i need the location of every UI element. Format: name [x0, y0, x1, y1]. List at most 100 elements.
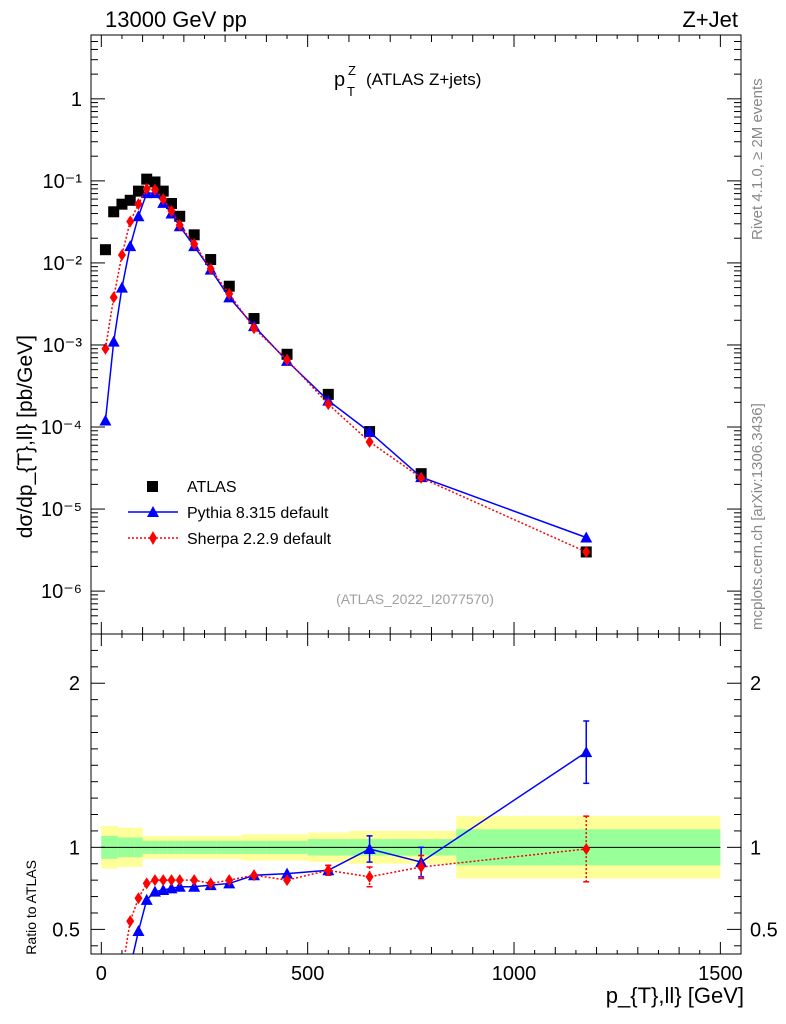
y-axis-label-top: dσ/dp_{T},ll} [pb/GeV] — [14, 335, 37, 538]
atlas-data-point — [248, 313, 260, 325]
legend: ATLAS Pythia 8.315 default Sherpa 2.2.9 … — [128, 479, 332, 548]
sherpa-point — [190, 238, 199, 251]
atlas-data-point — [108, 206, 120, 218]
analysis-id: (ATLAS_2022_I2077570) — [336, 591, 494, 607]
atlas-data-point — [165, 198, 177, 210]
pythia-ratio-point — [281, 867, 294, 879]
plot-frames: 0 500 1000 1500 1 10⁻¹ 10⁻² 10⁻³ 10⁻⁴ 10⁻⁵ 10⁻⁶ 0.5… — [41, 34, 778, 985]
sherpa-ratio-point — [142, 877, 151, 890]
sherpa-point — [150, 183, 159, 196]
ratio-uncertainty-band — [101, 816, 721, 879]
atlas-data-point — [174, 210, 186, 222]
sherpa-ratio-point — [159, 874, 168, 887]
legend-label-sherpa: Sherpa 2.2.9 default — [187, 531, 332, 548]
pythia-ratio-point — [140, 893, 153, 905]
y-tick-label-top: 10⁻¹ — [43, 171, 83, 193]
y-tick-label-bottom-right: 1 — [750, 837, 761, 859]
title-main: p — [334, 69, 345, 91]
sherpa-point — [365, 435, 374, 448]
atlas-data-point — [141, 173, 153, 185]
legend-marker-sherpa — [149, 531, 157, 545]
sherpa-ratio-point — [365, 870, 374, 883]
legend-label-pythia: Pythia 8.315 default — [187, 505, 329, 522]
sherpa-ratio-point — [324, 864, 333, 877]
sherpa-ratio-point — [283, 874, 292, 887]
pythia-point — [132, 210, 145, 222]
pythia-point — [107, 335, 120, 347]
sherpa-ratio-point — [225, 874, 234, 887]
legend-marker-atlas — [147, 481, 158, 492]
energy-label: 13000 GeV pp — [105, 7, 247, 32]
y-tick-label-bottom-left: 2 — [69, 673, 80, 695]
atlas-data-point — [124, 194, 136, 206]
data-series-layer — [99, 173, 593, 954]
y-tick-label-top: 10⁻⁴ — [41, 417, 82, 439]
sherpa-ratio-point — [150, 874, 159, 887]
sherpa-point — [206, 262, 215, 275]
sherpa-ratio-point — [167, 874, 176, 887]
y-tick-label-top: 10⁻⁶ — [41, 581, 82, 603]
sherpa-ratio-point — [206, 877, 215, 890]
atlas-data-point — [116, 198, 128, 210]
pythia-point — [580, 531, 593, 543]
plot-title: p Z T (ATLAS Z+jets) — [334, 63, 481, 99]
title-sup: Z — [348, 63, 356, 78]
y-axis-label-bottom: Ratio to ATLAS — [23, 860, 39, 955]
y-tick-label-bottom-left: 0.5 — [52, 919, 80, 941]
sherpa-point — [283, 353, 292, 366]
x-tick-label: 500 — [291, 963, 324, 985]
sherpa-point — [417, 471, 426, 484]
sherpa-point — [101, 342, 110, 355]
x-tick-label: 1500 — [698, 963, 743, 985]
pythia-point — [99, 414, 112, 426]
sherpa-ratio-point — [582, 842, 591, 855]
legend-marker-pythia — [147, 506, 159, 517]
atlas-data-point — [223, 280, 235, 292]
y-tick-label-top: 10⁻² — [43, 253, 83, 275]
sherpa-point — [250, 322, 259, 335]
sherpa-point — [126, 215, 135, 228]
sherpa-ratio-point — [175, 874, 184, 887]
title-sub: T — [347, 84, 355, 99]
atlas-data-point — [205, 254, 217, 266]
sherpa-ratio-point — [250, 869, 259, 882]
sherpa-point — [167, 204, 176, 217]
sherpa-point — [117, 248, 126, 261]
sherpa-ratio-point — [134, 892, 143, 905]
sherpa-point — [109, 291, 118, 304]
title-rest: (ATLAS Z+jets) — [366, 70, 481, 89]
pythia-ratio-point — [580, 746, 593, 758]
sherpa-point — [582, 545, 591, 558]
pythia-ratio-point — [132, 925, 145, 937]
atlas-data-point — [157, 185, 169, 197]
pythia-ratio-point — [173, 880, 186, 892]
x-tick-label: 1000 — [492, 963, 537, 985]
pythia-ratio-point — [363, 842, 376, 854]
sherpa-point — [175, 218, 184, 231]
y-tick-label-top: 1 — [71, 89, 82, 111]
y-tick-label-bottom-right: 2 — [750, 673, 761, 695]
x-axis-label: p_{T},ll} [GeV] — [606, 983, 744, 1008]
x-tick-label: 0 — [96, 963, 107, 985]
atlas-data-point — [132, 185, 144, 197]
atlas-data-point — [322, 388, 334, 400]
mcplots-credit: mcplots.cern.ch [arXiv:1306.3436] — [749, 403, 766, 630]
legend-label-atlas: ATLAS — [187, 479, 237, 496]
y-tick-label-bottom-left: 1 — [69, 837, 80, 859]
rivet-version: Rivet 4.1.0, ≥ 2M events — [749, 78, 766, 240]
sherpa-point — [225, 287, 234, 300]
sherpa-point — [159, 193, 168, 206]
bottom-panel-frame — [90, 633, 742, 955]
pythia-line — [104, 192, 587, 539]
pythia-ratio-point — [188, 880, 201, 892]
y-tick-label-top: 10⁻⁵ — [41, 499, 82, 521]
pythia-point — [124, 240, 137, 252]
sherpa-point — [134, 198, 143, 211]
pythia-point — [115, 281, 128, 293]
ratio-series-layer — [124, 720, 593, 954]
sherpa-ratio-point — [417, 861, 426, 874]
sherpa-ratio-point — [126, 915, 135, 928]
sherpa-point — [324, 398, 333, 411]
pythia-point — [363, 425, 376, 437]
